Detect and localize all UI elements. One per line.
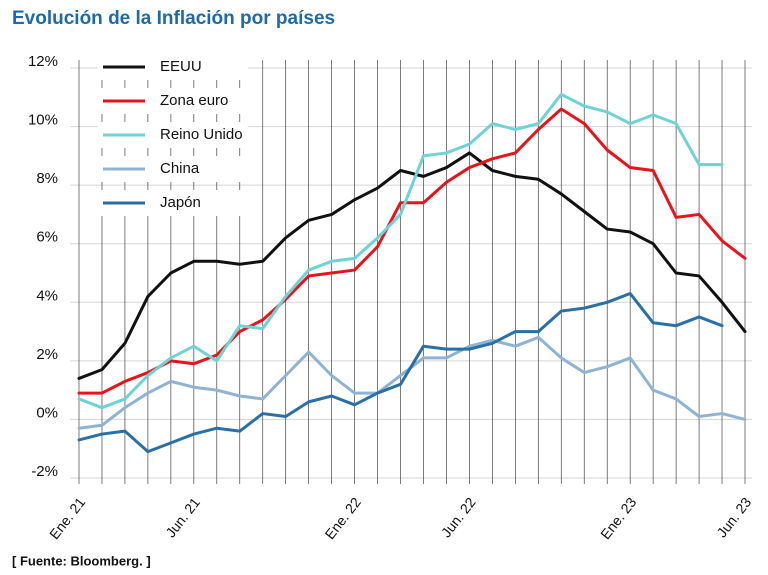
legend-label: Reino Unido <box>160 126 243 143</box>
y-tick-label: 2% <box>36 346 58 363</box>
y-tick-label: 8% <box>36 170 58 187</box>
y-tick-label: 10% <box>28 112 58 129</box>
legend: EEUU Zona euro Reino Unido China Japón <box>98 54 248 216</box>
series-line <box>77 335 747 430</box>
y-tick-label: -2% <box>31 463 58 480</box>
y-tick-label: 0% <box>36 404 58 421</box>
x-tick-label: Jun. 22 <box>438 494 479 540</box>
x-tick-label: Ene. 23 <box>597 494 639 542</box>
x-tick-label: Jun. 23 <box>713 494 754 540</box>
source: [ Fuente: Bloomberg. ] <box>12 553 151 568</box>
legend-label: China <box>160 160 200 177</box>
x-tick-label: Ene. 22 <box>322 494 364 542</box>
y-tick-label: 6% <box>36 229 58 246</box>
x-tick-label: Jun. 21 <box>162 494 203 540</box>
legend-label: EEUU <box>160 58 202 75</box>
y-tick-label: 12% <box>28 53 58 70</box>
series-line <box>77 151 747 380</box>
legend-label: Japón <box>160 194 201 211</box>
legend-label: Zona euro <box>160 92 228 109</box>
series-line <box>77 92 724 410</box>
chart-title: Evolución de la Inflación por países <box>12 8 335 29</box>
x-tick-label: Ene. 21 <box>46 494 88 542</box>
series-line <box>77 107 747 395</box>
y-tick-label: 4% <box>36 287 58 304</box>
series-line <box>77 292 724 454</box>
